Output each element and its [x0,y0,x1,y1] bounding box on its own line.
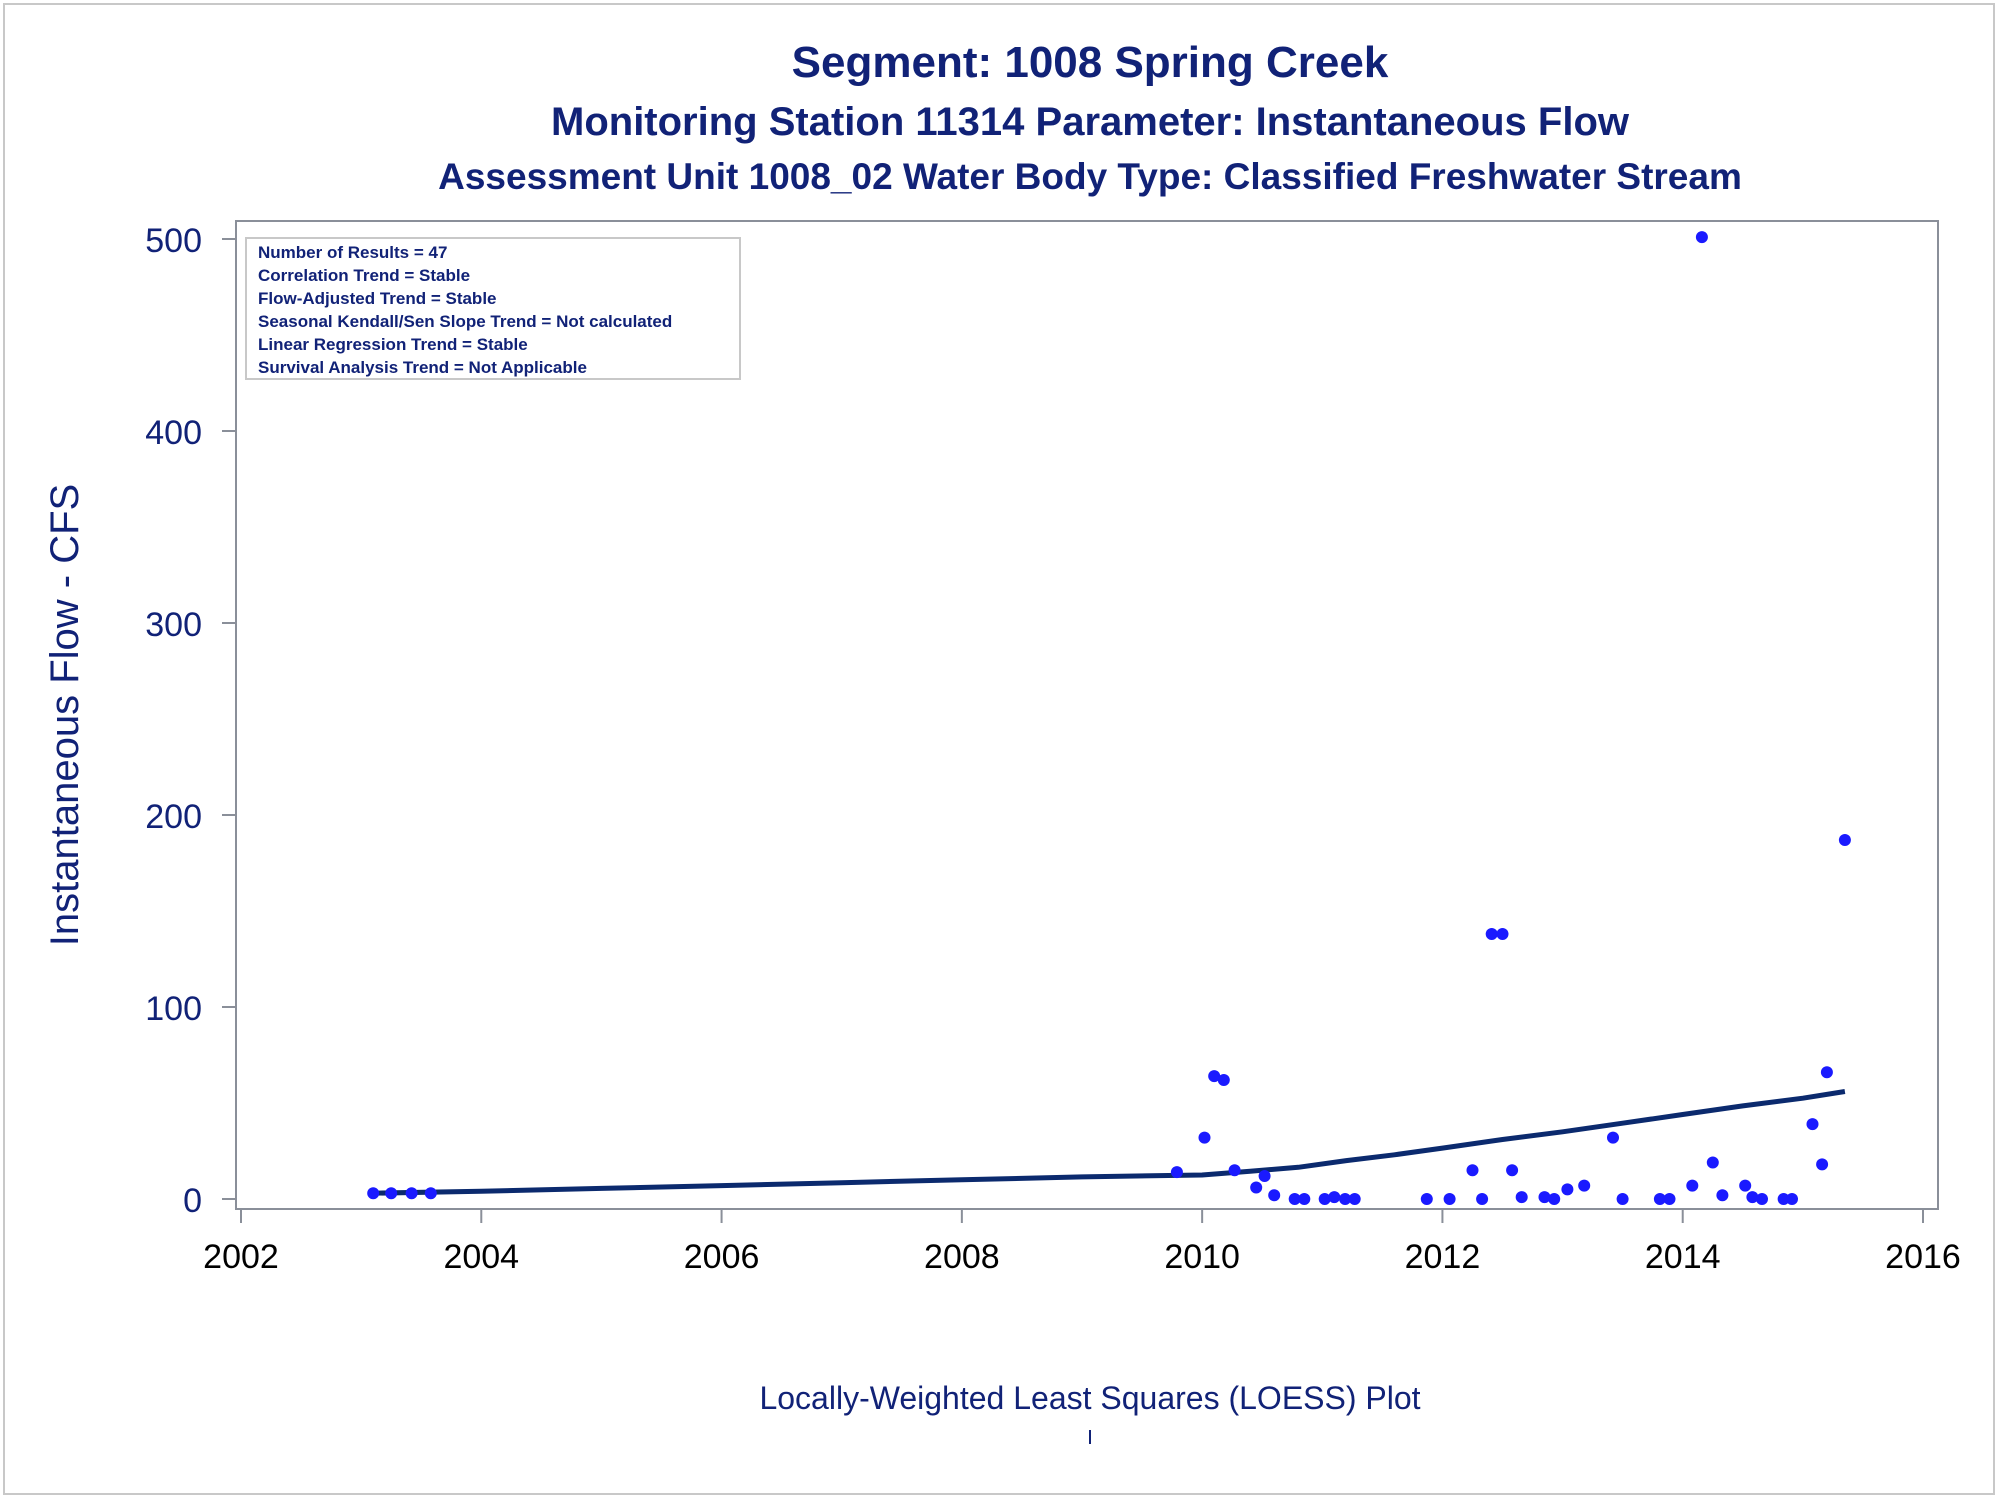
x-tick-label: 2016 [1885,1238,1961,1276]
data-point [1663,1193,1676,1205]
axes: 0 100 200 300 400 500 2002 2004 2006 2008 2010 2012… [145,222,1961,1276]
stats-line: Flow-Adjusted Trend = Stable [258,289,497,308]
data-point [1777,1193,1790,1205]
y-tick-label: 100 [145,990,202,1028]
stats-line: Linear Regression Trend = Stable [258,335,528,354]
stats-box: Number of Results = 47 Correlation Trend … [245,237,741,380]
y-tick-label: 200 [145,798,202,836]
data-point [1288,1193,1301,1205]
x-tick-label: 2010 [1164,1238,1240,1276]
stats-line: Seasonal Kendall/Sen Slope Trend = Not c… [258,312,672,331]
points-layer [367,231,1851,1205]
data-point [1816,1158,1829,1171]
data-point [367,1187,380,1200]
stats-line: Correlation Trend = Stable [258,266,470,285]
data-point [424,1187,437,1200]
data-point [1443,1193,1456,1205]
data-point [1786,1193,1798,1205]
data-point [1746,1191,1759,1204]
stats-box-border [245,237,741,380]
loess-layer [373,1089,1846,1196]
data-point [1328,1191,1341,1204]
data-point [1318,1193,1331,1205]
y-tick-label: 0 [183,1182,202,1220]
data-point [1686,1179,1699,1192]
data-point [1653,1193,1666,1205]
data-point [1515,1191,1528,1204]
data-point [1485,928,1498,940]
data-point [1561,1183,1574,1196]
chart-subtitle-2: Assessment Unit 1008_02 Water Body Type:… [438,156,1742,197]
y-tick-label: 400 [145,414,202,452]
data-point [1466,1164,1479,1177]
data-point [1496,928,1509,940]
data-point [1198,1131,1211,1144]
stats-line: Number of Results = 47 [258,243,447,262]
data-point [1706,1156,1719,1169]
data-point [1420,1193,1433,1205]
x-tick-label: 2014 [1645,1238,1721,1276]
chart-title: Segment: 1008 Spring Creek [791,38,1389,87]
data-point [1208,1070,1221,1083]
data-point [1607,1131,1619,1144]
data-point [405,1187,418,1200]
data-point [1616,1193,1629,1205]
data-point [1228,1164,1241,1177]
data-point [1538,1191,1551,1204]
data-point [1217,1074,1230,1086]
data-point [1348,1193,1361,1205]
chart-frame [3,3,1995,1495]
data-point [1756,1193,1768,1205]
data-point [1739,1179,1752,1192]
data-point [1548,1193,1561,1205]
x-tick-label: 2002 [203,1238,279,1276]
plot-caption: Locally-Weighted Least Squares (LOESS) P… [759,1380,1421,1416]
chart-subtitle: Monitoring Station 11314 Parameter: Inst… [551,100,1629,144]
plot-area [235,220,1939,1210]
data-point [1806,1118,1819,1131]
data-point [1476,1193,1489,1205]
footer-tick-mark [1089,1430,1091,1444]
stats-line: Survival Analysis Trend = Not Applicable [258,358,587,377]
data-point [1258,1170,1271,1182]
data-point [1250,1181,1263,1194]
data-point [1298,1193,1311,1205]
y-axis-label: Instantaneous Flow - CFS [43,484,87,946]
x-tick-label: 2008 [924,1238,1000,1276]
y-tick-label: 300 [145,606,202,644]
x-tick-label: 2006 [684,1238,760,1276]
data-point [1695,231,1708,244]
x-tick-label: 2012 [1405,1238,1481,1276]
loess-line [373,1089,1846,1196]
data-point [1578,1179,1591,1192]
data-point [385,1187,398,1200]
data-point [1838,834,1851,846]
data-point [1506,1164,1519,1177]
data-point [1170,1166,1183,1179]
x-tick-label: 2004 [443,1238,519,1276]
y-tick-label: 500 [145,222,202,260]
data-point [1268,1189,1281,1202]
data-point [1716,1189,1729,1202]
data-point [1339,1193,1352,1205]
data-point [1820,1066,1833,1079]
